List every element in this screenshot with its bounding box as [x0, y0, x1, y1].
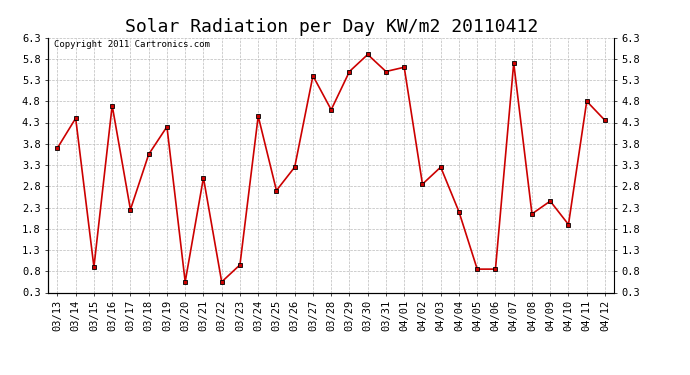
Title: Solar Radiation per Day KW/m2 20110412: Solar Radiation per Day KW/m2 20110412: [125, 18, 538, 36]
Text: Copyright 2011 Cartronics.com: Copyright 2011 Cartronics.com: [54, 40, 210, 49]
